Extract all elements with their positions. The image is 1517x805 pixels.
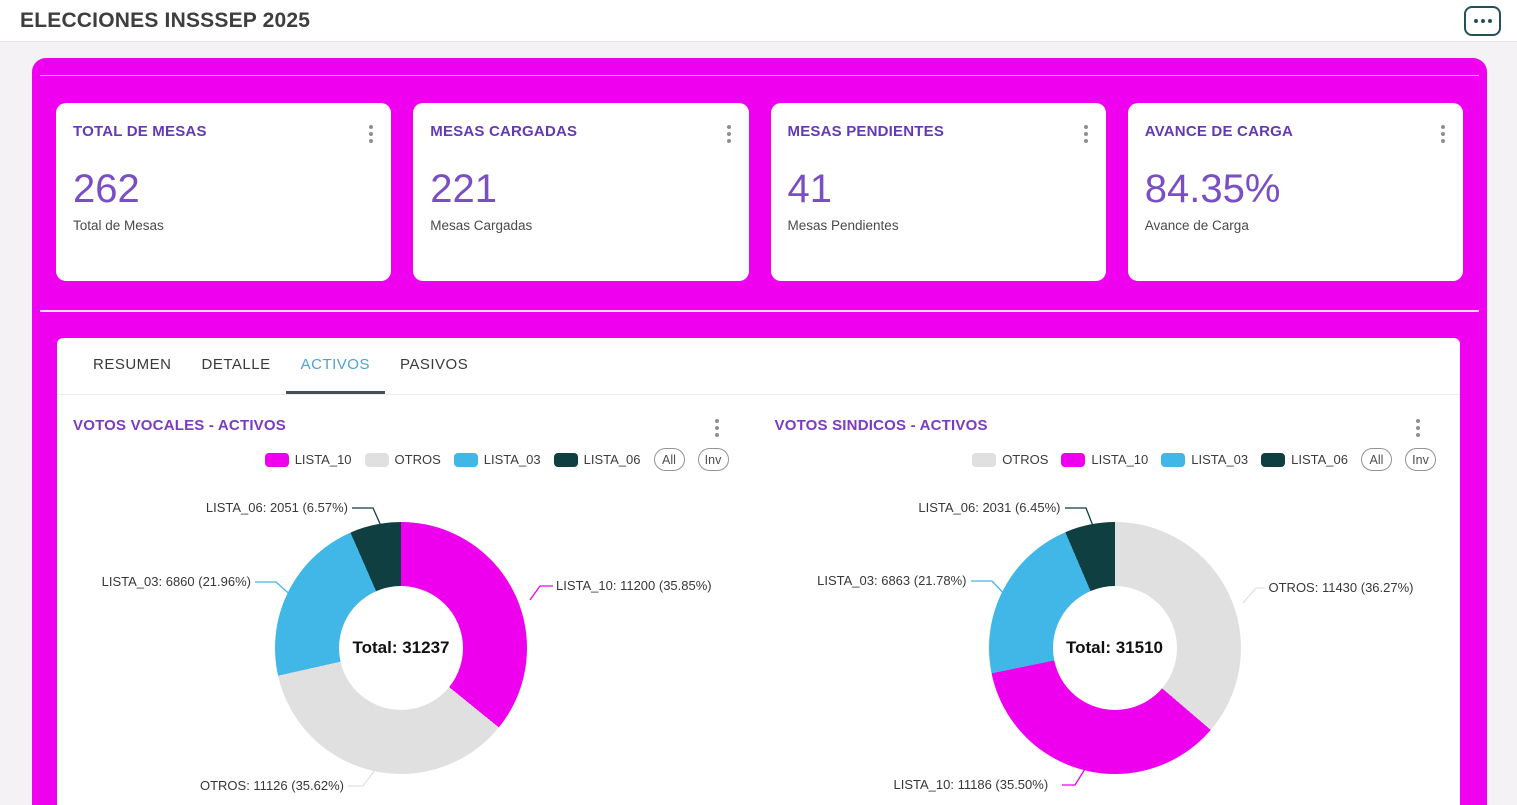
legend-swatch: [1161, 452, 1186, 467]
callout-lista06: LISTA_06: 2051 (6.57%): [205, 500, 348, 515]
callout-lista10: LISTA_10: 11200 (35.85%): [556, 578, 712, 593]
more-options-icon: [1473, 18, 1492, 23]
legend-swatch: [553, 452, 578, 467]
kebab-menu-icon[interactable]: [711, 417, 723, 439]
tab-content-panel: RESUMEN DETALLE ACTIVOS PASIVOS VOTOS VO…: [57, 338, 1460, 805]
legend-swatch: [364, 452, 389, 467]
callout-otros: OTROS: 11430 (36.27%): [1268, 580, 1414, 595]
donut-total-label: Total: 31237: [352, 638, 450, 657]
kebab-menu-icon[interactable]: [1080, 123, 1092, 145]
tab-resumen[interactable]: RESUMEN: [93, 356, 172, 373]
card-subtitle: Mesas Cargadas: [430, 218, 533, 233]
legend-inv-button[interactable]: Inv: [1405, 448, 1436, 471]
card-subtitle: Total de Mesas: [73, 218, 164, 233]
chart-title: VOTOS VOCALES - ACTIVOS: [73, 417, 286, 434]
legend-all-button[interactable]: All: [1361, 448, 1392, 471]
legend-item-lista10[interactable]: LISTA_10: [1061, 452, 1148, 467]
card-title: AVANCE DE CARGA: [1144, 123, 1294, 140]
chart-legend: OTROS LISTA_10 LISTA_03 LISTA_06 All: [759, 448, 1461, 471]
stat-card-mesas-pendientes: MESAS PENDIENTES 41 Mesas Pendientes: [770, 103, 1106, 281]
card-subtitle: Avance de Carga: [1144, 218, 1249, 233]
card-title: MESAS PENDIENTES: [787, 123, 945, 140]
tab-detalle[interactable]: DETALLE: [201, 356, 271, 373]
legend-swatch: [264, 452, 289, 467]
legend-item-otros[interactable]: OTROS: [364, 452, 441, 467]
callout-lista03: LISTA_03: 6863 (21.78%): [817, 573, 967, 588]
page-title: ELECCIONES INSSSEP 2025: [20, 8, 311, 32]
tab-bar: RESUMEN DETALLE ACTIVOS PASIVOS: [57, 338, 1460, 395]
legend-inv-button[interactable]: Inv: [697, 448, 729, 471]
card-value: 221: [430, 167, 497, 211]
card-value: 84.35%: [1144, 167, 1281, 211]
donut-hole: [339, 586, 463, 710]
tab-activos[interactable]: ACTIVOS: [285, 338, 385, 394]
chart-votos-sindicos: VOTOS SINDICOS - ACTIVOS OTROS LISTA_10 …: [759, 395, 1461, 805]
chart-votos-vocales: VOTOS VOCALES - ACTIVOS LISTA_10 OTROS L…: [57, 395, 759, 805]
card-value: 41: [787, 167, 833, 211]
chart-title: VOTOS SINDICOS - ACTIVOS: [774, 417, 988, 434]
legend-swatch: [1061, 452, 1086, 467]
card-value: 262: [73, 167, 140, 211]
stat-card-avance-carga: AVANCE DE CARGA 84.35% Avance de Carga: [1127, 103, 1463, 281]
chart-legend: LISTA_10 OTROS LISTA_03 LISTA_06 All: [57, 448, 759, 471]
donut-chart[interactable]: Total: 31237: [275, 522, 527, 774]
stat-cards-row: TOTAL DE MESAS 262 Total de Mesas MESAS …: [56, 103, 1463, 281]
kebab-menu-icon[interactable]: [1412, 417, 1424, 439]
donut-total-label: Total: 31510: [1065, 638, 1163, 657]
donut-chart[interactable]: Total: 31510: [988, 522, 1241, 774]
kebab-menu-icon[interactable]: [1437, 123, 1449, 145]
legend-swatch: [1261, 452, 1286, 467]
legend-swatch: [972, 452, 997, 467]
legend-item-otros[interactable]: OTROS: [972, 452, 1048, 467]
card-title: MESAS CARGADAS: [430, 123, 578, 140]
legend-item-lista10[interactable]: LISTA_10: [264, 452, 352, 467]
kebab-menu-icon[interactable]: [723, 123, 735, 145]
stat-card-mesas-cargadas: MESAS CARGADAS 221 Mesas Cargadas: [413, 103, 749, 281]
panel-divider-top: [40, 75, 1479, 76]
panel-divider-bottom: [40, 310, 1479, 312]
legend-swatch: [453, 452, 478, 467]
legend-item-lista03[interactable]: LISTA_03: [453, 452, 541, 467]
app-header: ELECCIONES INSSSEP 2025: [0, 0, 1517, 42]
callout-otros: OTROS: 11126 (35.62%): [199, 778, 344, 793]
legend-item-lista06[interactable]: LISTA_06: [553, 452, 641, 467]
tab-pasivos[interactable]: PASIVOS: [399, 356, 469, 373]
card-subtitle: Mesas Pendientes: [787, 218, 899, 233]
charts-row: VOTOS VOCALES - ACTIVOS LISTA_10 OTROS L…: [57, 395, 1460, 805]
dashboard-panel: TOTAL DE MESAS 262 Total de Mesas MESAS …: [32, 58, 1487, 805]
stat-card-total-mesas: TOTAL DE MESAS 262 Total de Mesas: [56, 103, 392, 281]
callout-lista03: LISTA_03: 6860 (21.96%): [101, 574, 251, 589]
callout-lista10: LISTA_10: 11186 (35.50%): [893, 777, 1049, 792]
card-title: TOTAL DE MESAS: [73, 123, 207, 140]
callout-lista06: LISTA_06: 2031 (6.45%): [918, 500, 1061, 515]
legend-item-lista03[interactable]: LISTA_03: [1161, 452, 1248, 467]
donut-hole: [1052, 586, 1177, 710]
legend-all-button[interactable]: All: [653, 448, 685, 471]
more-options-button[interactable]: [1464, 5, 1501, 36]
legend-item-lista06[interactable]: LISTA_06: [1261, 452, 1348, 467]
kebab-menu-icon[interactable]: [365, 123, 377, 145]
